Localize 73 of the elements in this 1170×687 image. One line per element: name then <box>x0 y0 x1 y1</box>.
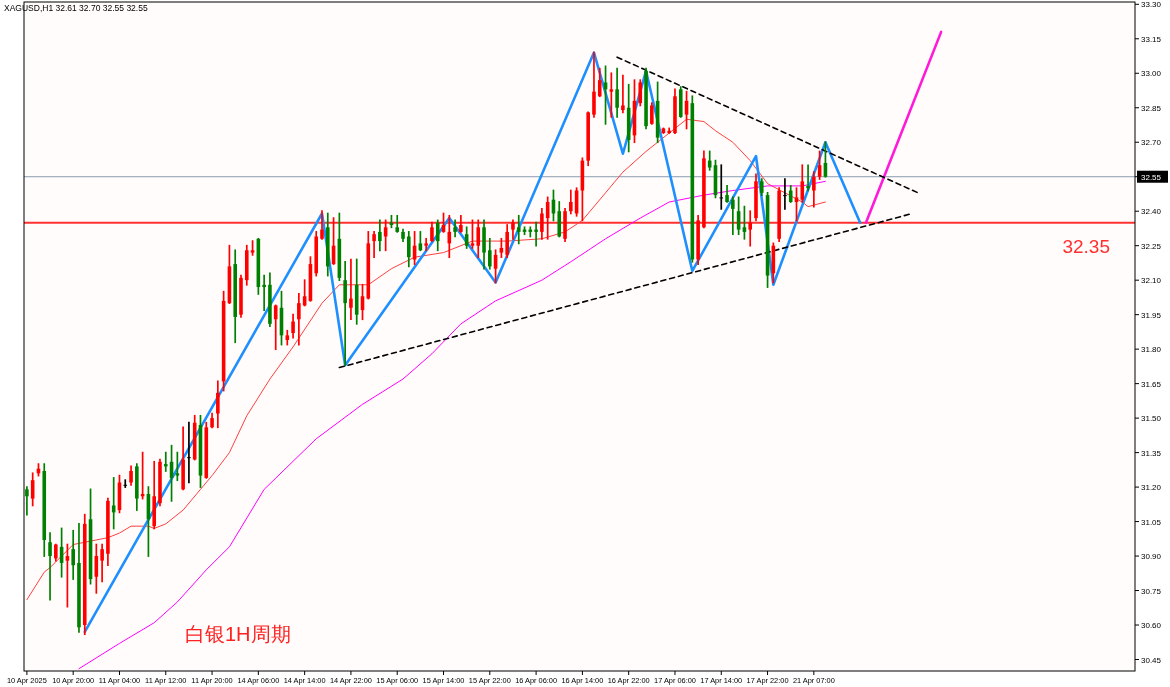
candlestick <box>505 224 509 259</box>
candlestick <box>129 465 133 486</box>
annotation: 白银1H周期 <box>185 623 291 645</box>
candlestick <box>476 219 481 259</box>
y-tick-label: 32.85 <box>1141 103 1162 113</box>
candlestick <box>71 529 75 580</box>
candlestick <box>216 380 220 429</box>
ref-line-label: 32.35 <box>1062 235 1110 257</box>
candlestick <box>297 293 301 346</box>
candlestick <box>163 451 168 472</box>
candlestick <box>349 258 353 321</box>
y-tick-label: 31.80 <box>1141 345 1162 355</box>
y-tick-label: 31.50 <box>1141 414 1162 424</box>
candlestick <box>812 171 816 208</box>
y-tick-label: 30.75 <box>1141 586 1162 596</box>
candlestick <box>48 532 52 601</box>
y-tick-label: 31.65 <box>1141 379 1162 389</box>
y-tick-label: 32.25 <box>1141 241 1162 251</box>
y-tick-label: 32.40 <box>1141 207 1162 217</box>
candlestick <box>650 102 654 125</box>
candlestick <box>407 231 411 268</box>
candlestick <box>638 79 643 107</box>
candlestick <box>320 210 324 240</box>
candlestick <box>273 304 278 350</box>
candlestick <box>597 67 602 98</box>
candlestick <box>609 72 614 118</box>
y-tick-label: 33.00 <box>1141 69 1162 79</box>
candlestick <box>430 221 434 242</box>
candlestick <box>262 274 266 311</box>
candlestick <box>592 51 596 118</box>
y-tick-label: 32.55 <box>1141 172 1162 182</box>
candlestick <box>123 479 128 488</box>
y-tick-label: 32.70 <box>1141 138 1162 148</box>
candlestick <box>488 237 492 270</box>
y-tick-label: 31.95 <box>1141 310 1162 320</box>
y-tick-label: 30.45 <box>1141 655 1162 665</box>
y-tick-label: 30.90 <box>1141 552 1162 562</box>
candlestick <box>395 214 400 233</box>
y-tick-label: 32.10 <box>1141 276 1162 286</box>
candlestick <box>372 231 376 259</box>
y-tick-label: 31.35 <box>1141 448 1162 458</box>
candlestick <box>511 219 515 240</box>
candlestick <box>424 237 428 252</box>
candlestick <box>534 221 538 247</box>
candlestick <box>783 178 787 210</box>
candlestick <box>615 67 619 118</box>
line-series <box>26 118 826 601</box>
candlestick <box>378 219 382 252</box>
candlestick <box>291 313 295 339</box>
chart-title: XAGUSD,H1 32.61 32.70 32.55 32.55 <box>4 3 148 13</box>
y-tick-label: 33.30 <box>1141 0 1162 10</box>
y-tick-label: 30.60 <box>1141 621 1162 631</box>
candlestick <box>175 451 180 482</box>
candlestick <box>25 486 29 516</box>
candlestick <box>470 219 475 249</box>
candlestick <box>540 208 544 240</box>
candlestick <box>667 127 671 134</box>
candlestick <box>516 214 521 245</box>
y-tick-label: 31.05 <box>1141 517 1162 527</box>
candlestick <box>621 74 625 114</box>
y-tick-label: 31.20 <box>1141 483 1162 493</box>
candlestick <box>748 210 752 247</box>
line-series <box>78 180 826 670</box>
candlestick <box>806 164 810 192</box>
candlestick <box>800 164 805 203</box>
y-tick-label: 33.15 <box>1141 34 1162 44</box>
candlestick <box>731 196 735 236</box>
candlestick <box>343 260 347 367</box>
candlestick <box>187 421 191 484</box>
candlestick <box>100 543 104 583</box>
candlestick <box>569 189 573 215</box>
candlestick <box>435 219 440 252</box>
candlestick <box>719 164 724 210</box>
